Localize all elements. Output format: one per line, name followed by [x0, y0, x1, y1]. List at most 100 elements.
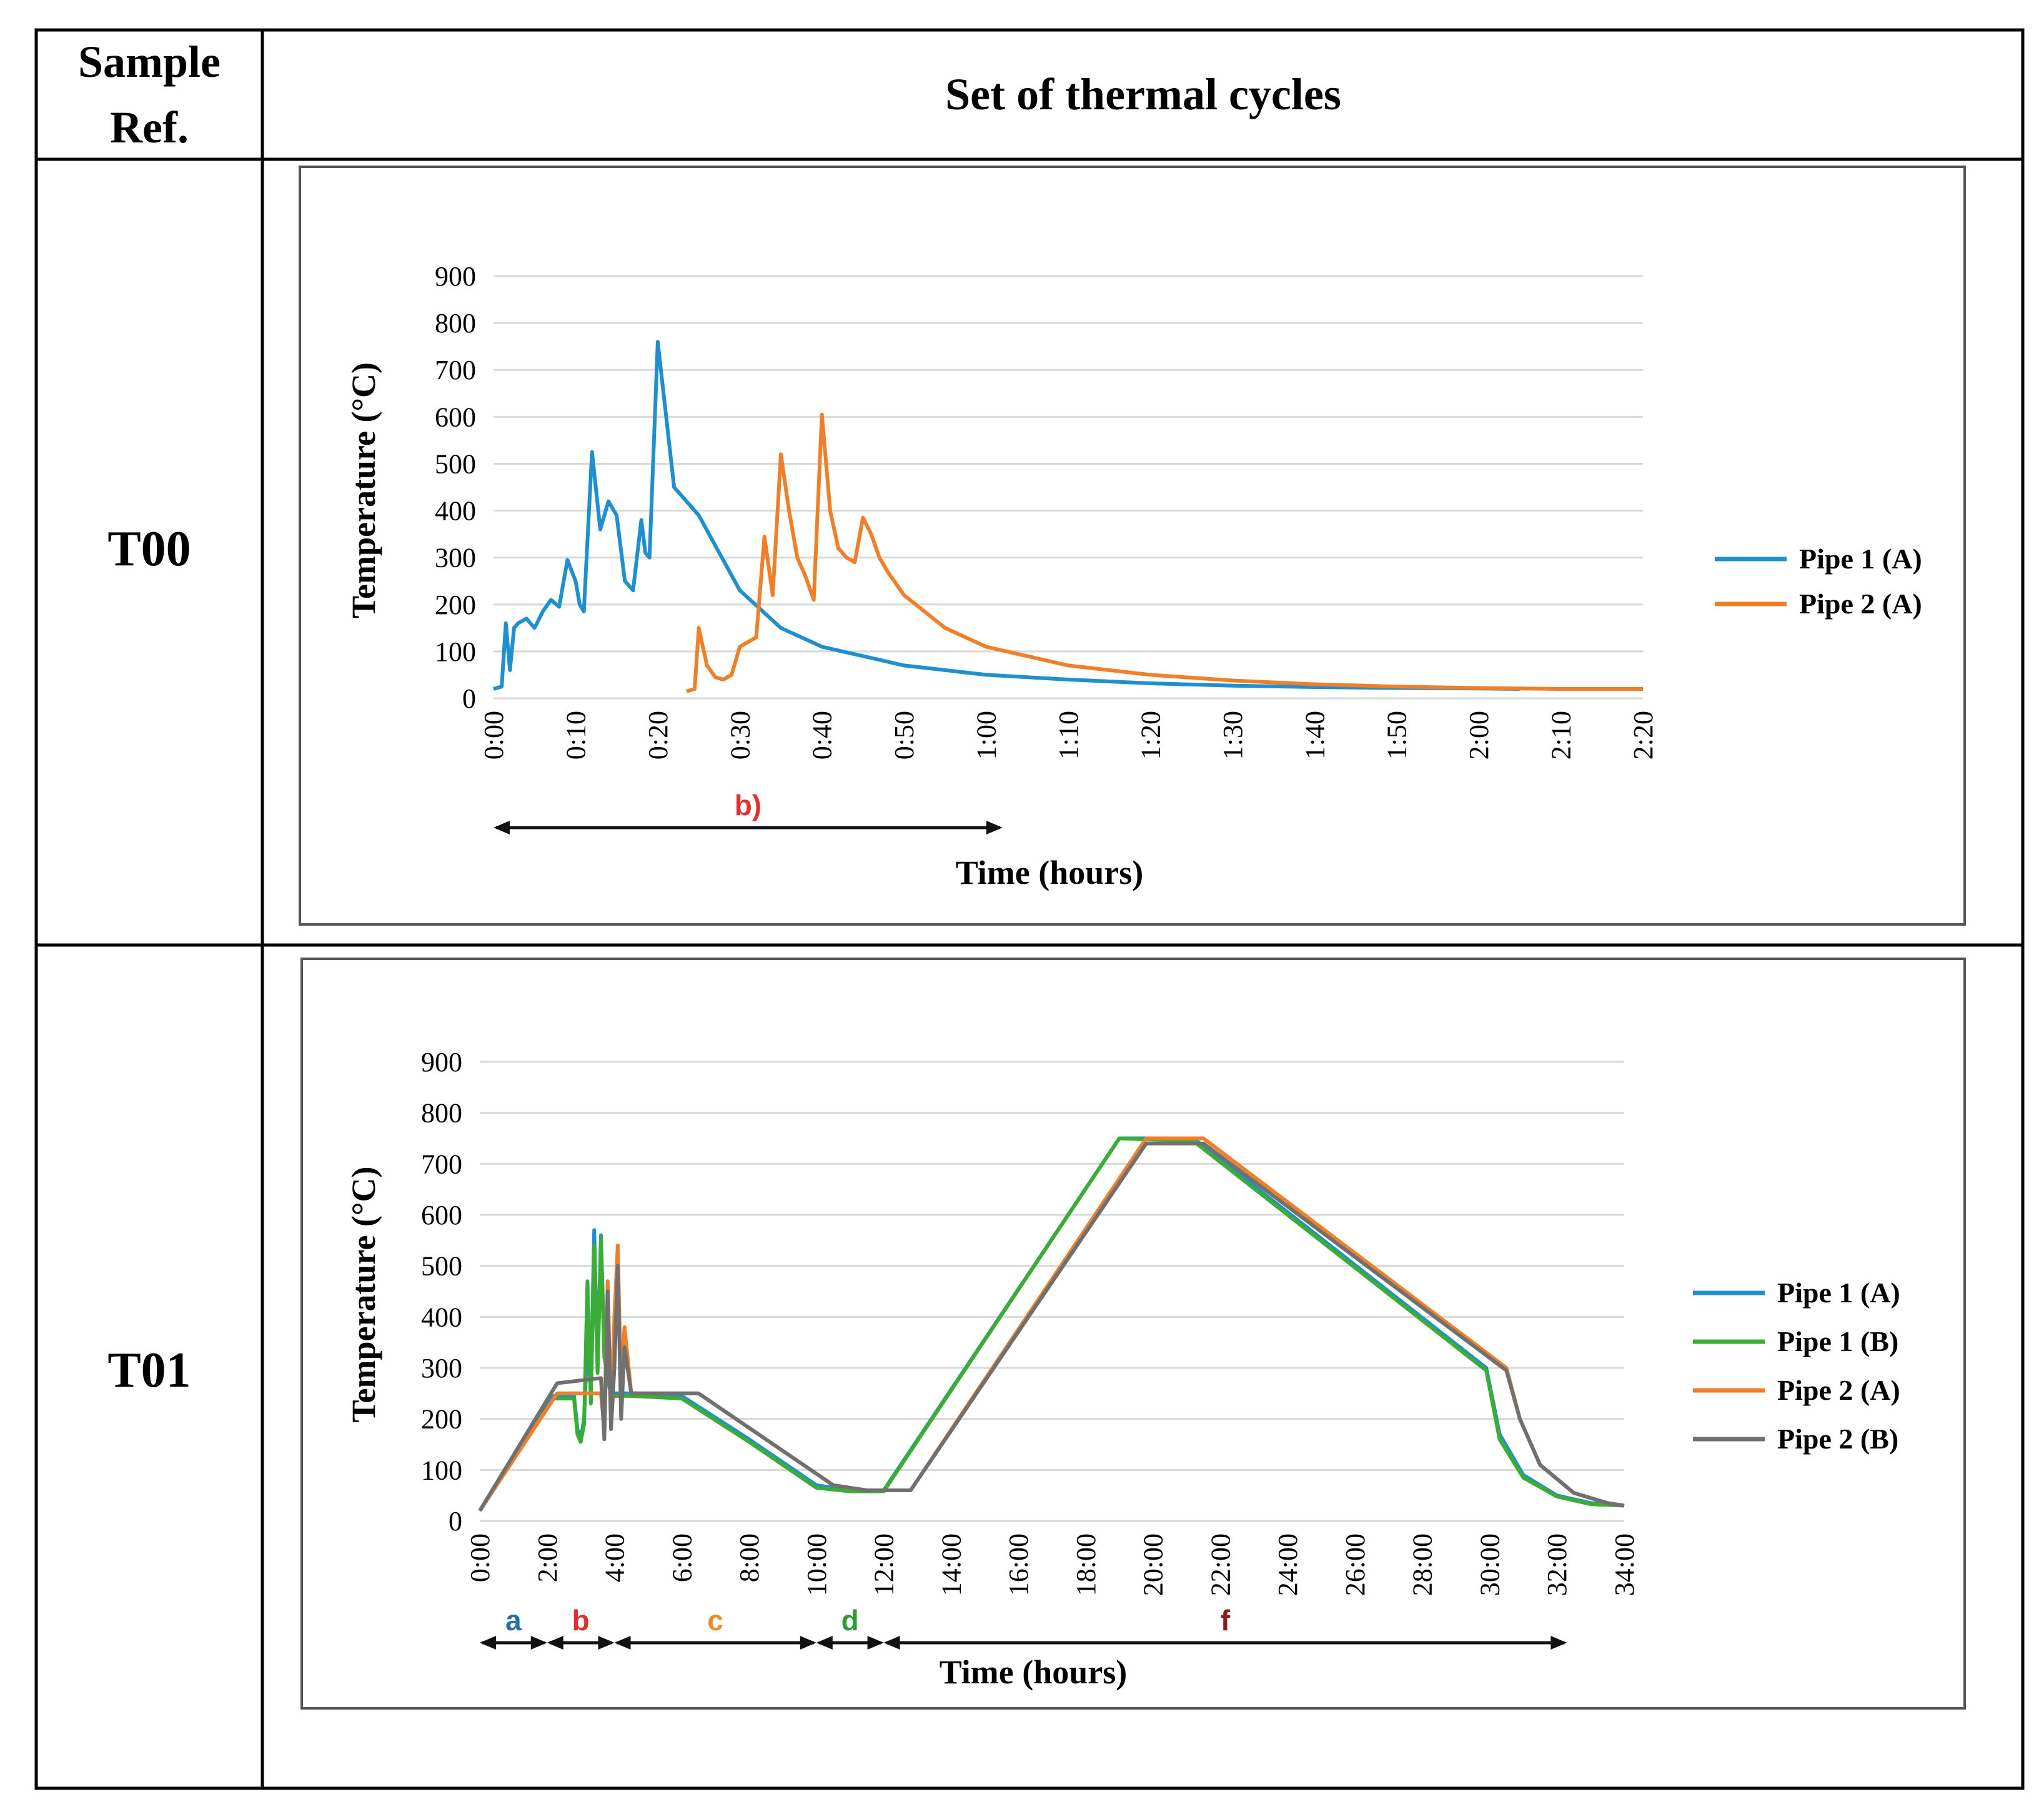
y-tick-label: 100	[435, 636, 476, 667]
x-tick-label: 2:20	[1628, 711, 1659, 760]
x-tick-label: 0:10	[560, 711, 591, 760]
y-tick-label: 600	[421, 1200, 462, 1230]
x-tick-label: 1:40	[1299, 711, 1330, 760]
x-tick-label: 6:00	[667, 1533, 697, 1582]
y-tick-label: 300	[435, 543, 476, 573]
y-tick-label: 700	[421, 1149, 462, 1179]
y-tick-label: 200	[421, 1404, 462, 1435]
y-tick-label: 0	[462, 683, 476, 714]
x-tick-label: 0:00	[465, 1533, 495, 1582]
series-line-pipe-2-a	[686, 412, 1643, 693]
phase-arrow-head-left	[614, 1636, 631, 1650]
x-tick-label: 2:00	[1464, 711, 1494, 760]
phase-arrow-head-right	[800, 1636, 816, 1650]
x-tick-label: 1:30	[1218, 711, 1248, 760]
phase-label-b: b)	[735, 789, 762, 821]
y-tick-label: 300	[421, 1353, 462, 1384]
x-tick-label: 0:40	[807, 711, 838, 760]
gridlines	[494, 275, 1643, 700]
y-tick-label: 200	[435, 590, 476, 620]
y-tick-label: 800	[421, 1098, 462, 1129]
x-tick-label: 1:20	[1135, 711, 1166, 760]
chart-frame-t00	[299, 166, 1966, 926]
y-tick-label: 800	[435, 308, 476, 339]
phase-arrow-head-right	[1550, 1636, 1567, 1650]
phase-label-a: a	[505, 1604, 522, 1636]
header-sample-line1: Sample	[78, 37, 221, 87]
y-tick-label: 0	[449, 1506, 462, 1537]
y-tick-label: 500	[435, 448, 476, 479]
header-sample-line2: Ref.	[110, 102, 189, 152]
x-tick-label: 0:20	[643, 711, 673, 760]
x-tick-label: 1:00	[971, 711, 1002, 760]
phase-arrow-head-left	[816, 1636, 833, 1650]
x-tick-label: 2:10	[1546, 711, 1577, 760]
x-tick-label: 8:00	[734, 1533, 765, 1582]
x-tick-label: 10:00	[801, 1533, 832, 1596]
sample-ref-t00: T00	[107, 522, 191, 577]
phase-label-c: c	[707, 1604, 723, 1636]
y-tick-label: 100	[421, 1455, 462, 1485]
legend-label: Pipe 2 (A)	[1799, 588, 1922, 620]
legend-label: Pipe 2 (B)	[1777, 1423, 1898, 1455]
phase-arrow-head-left	[494, 821, 510, 834]
x-tick-label: 34:00	[1609, 1533, 1640, 1596]
x-tick-label: 0:00	[479, 711, 509, 760]
chart-t01: 0 100 200 300 400 500 600 700 800 900 0:00 2:00 4:00…	[345, 1047, 1900, 1691]
x-tick-label: 1:10	[1053, 711, 1084, 760]
phase-arrow-head-right	[867, 1636, 884, 1650]
x-axis-label: Time (hours)	[956, 854, 1144, 891]
y-tick-label: 400	[435, 496, 476, 527]
y-axis-label: Temperature (°C)	[345, 362, 382, 618]
x-tick-label: 18:00	[1071, 1533, 1101, 1596]
x-tick-label: 26:00	[1340, 1533, 1371, 1596]
phase-label-f: f	[1221, 1604, 1231, 1636]
phase-arrow-head-left	[547, 1636, 563, 1650]
x-tick-label: 24:00	[1273, 1533, 1303, 1596]
x-tick-label: 22:00	[1205, 1533, 1236, 1596]
x-tick-label: 14:00	[936, 1533, 966, 1596]
x-tick-label: 1:50	[1382, 711, 1412, 760]
x-tick-label: 16:00	[1003, 1533, 1034, 1596]
phase-label-d: d	[841, 1604, 859, 1636]
gridlines	[480, 1061, 1624, 1522]
y-tick-label: 900	[435, 261, 476, 292]
legend-label: Pipe 1 (A)	[1799, 543, 1922, 575]
x-tick-label: 2:00	[532, 1533, 563, 1582]
x-tick-label: 20:00	[1138, 1533, 1169, 1596]
x-tick-label: 30:00	[1474, 1533, 1505, 1596]
phase-label-b: b	[572, 1604, 590, 1636]
y-tick-label: 900	[421, 1047, 462, 1077]
phase-arrow-head-right	[598, 1636, 615, 1650]
x-tick-label: 0:50	[889, 711, 920, 760]
chart-frame-t01	[300, 958, 1966, 1710]
x-axis-label: Time (hours)	[940, 1653, 1128, 1691]
phase-arrow-head-right	[986, 821, 1003, 834]
y-tick-label: 600	[435, 402, 476, 432]
phase-arrow-head-left	[480, 1636, 496, 1650]
y-tick-label: 400	[421, 1302, 462, 1332]
y-axis-label: Temperature (°C)	[345, 1166, 382, 1422]
x-tick-label: 32:00	[1542, 1533, 1572, 1596]
x-tick-label: 28:00	[1407, 1533, 1438, 1596]
series-line-pipe-1-a	[493, 340, 1520, 691]
phase-arrow-head-right	[530, 1636, 547, 1650]
x-tick-label: 0:30	[725, 711, 755, 760]
chart-t00: 0 100 200 300 400 500 600 700 800 900 0:00 0:10 0:20…	[345, 261, 1922, 891]
series-line-pipe-2-b	[478, 1141, 1625, 1512]
legend-label: Pipe 2 (A)	[1777, 1374, 1900, 1406]
x-tick-label: 12:00	[869, 1533, 900, 1596]
series-line-pipe-1-b	[478, 1136, 1625, 1512]
legend-label: Pipe 1 (B)	[1777, 1325, 1898, 1357]
phase-arrow-head-left	[883, 1636, 900, 1650]
sample-ref-t01: T01	[107, 1343, 191, 1398]
table-grid	[34, 28, 2025, 1790]
y-tick-label: 700	[435, 355, 476, 385]
x-tick-label: 4:00	[600, 1533, 630, 1582]
y-tick-label: 500	[421, 1251, 462, 1282]
legend-label: Pipe 1 (A)	[1777, 1277, 1900, 1309]
table-border	[34, 28, 2025, 1790]
phase-annotations: b)	[494, 789, 1003, 834]
header-cycles: Set of thermal cycles	[945, 69, 1341, 119]
